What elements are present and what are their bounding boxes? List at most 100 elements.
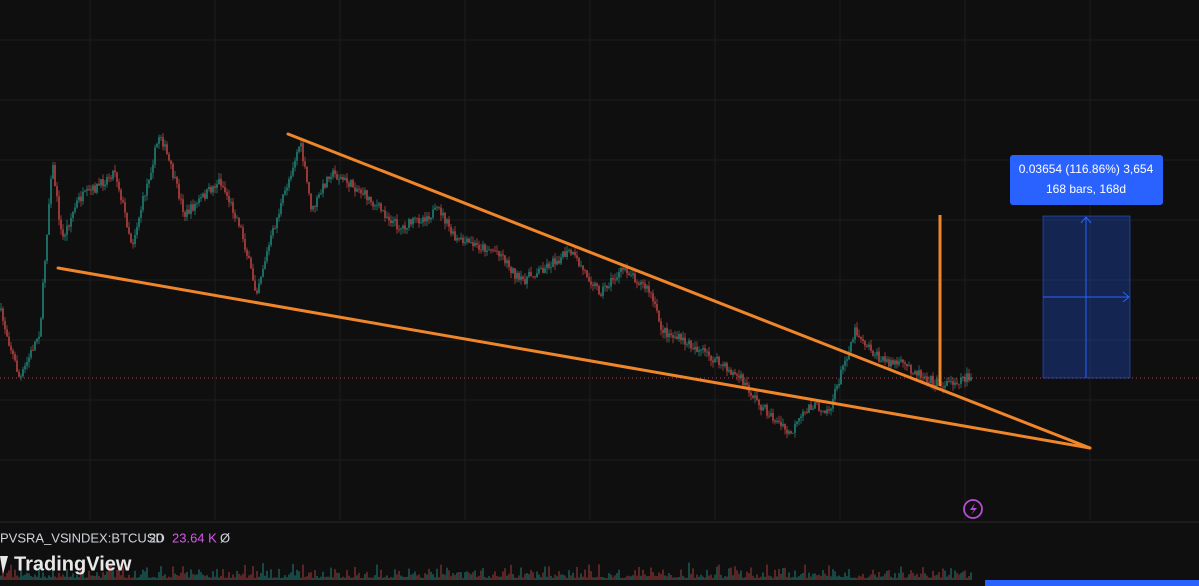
- candle-body: [154, 147, 156, 165]
- candle-body: [606, 285, 608, 288]
- candle-body: [432, 209, 434, 218]
- volume-bar: [126, 577, 128, 580]
- volume-bar: [450, 576, 452, 580]
- candle-body: [686, 344, 688, 346]
- volume-bar: [256, 571, 258, 580]
- candle-body: [38, 336, 40, 339]
- volume-bar: [110, 563, 112, 580]
- volume-bar: [880, 576, 882, 580]
- candle-body: [442, 212, 444, 216]
- volume-bar: [602, 577, 604, 580]
- volume-bar: [716, 566, 718, 580]
- volume-bar: [242, 573, 244, 580]
- candle-body: [716, 356, 718, 359]
- candle-body: [152, 164, 154, 173]
- candle-body: [200, 197, 202, 199]
- candle-body: [788, 431, 790, 434]
- candle-body: [388, 216, 390, 221]
- candle-body: [96, 183, 98, 193]
- candle-body: [726, 363, 728, 372]
- volume-bar: [308, 572, 310, 580]
- candle-body: [746, 382, 748, 385]
- volume-bar: [624, 577, 626, 580]
- candle-body: [526, 276, 528, 284]
- volume-bar: [284, 575, 286, 580]
- candle-body: [336, 174, 338, 180]
- candle-body: [242, 227, 244, 239]
- volume-bar: [668, 573, 670, 580]
- candle-body: [476, 242, 478, 245]
- candle-body: [654, 301, 656, 304]
- volume-bar: [866, 577, 868, 580]
- volume-bar: [556, 576, 558, 580]
- volume-bar: [186, 571, 188, 580]
- volume-bar: [260, 573, 262, 580]
- volume-bar: [132, 577, 134, 580]
- volume-bar: [84, 577, 86, 580]
- candle-body: [466, 238, 468, 243]
- candle-body: [934, 385, 936, 386]
- candle-body: [52, 165, 54, 179]
- volume-bar: [456, 572, 458, 580]
- volume-bar: [82, 567, 84, 580]
- volume-bar: [960, 573, 962, 580]
- volume-bar: [502, 571, 504, 580]
- volume-bar: [924, 573, 926, 580]
- lightning-icon[interactable]: [963, 499, 983, 519]
- candle-body: [454, 231, 456, 241]
- candle-body: [362, 193, 364, 195]
- candle-body: [404, 225, 406, 230]
- candle-body: [124, 202, 126, 213]
- volume-bar: [224, 577, 226, 580]
- candle-body: [848, 351, 850, 360]
- candle-body: [878, 351, 880, 362]
- candle-body: [724, 363, 726, 367]
- volume-bar: [660, 573, 662, 580]
- volume-bar: [808, 572, 810, 580]
- volume-bar: [276, 577, 278, 580]
- candle-body: [712, 360, 714, 363]
- volume-bar: [652, 571, 654, 580]
- volume-bar: [442, 574, 444, 580]
- candle-body: [772, 413, 774, 421]
- volume-bar: [686, 577, 688, 580]
- volume-bar: [658, 572, 660, 580]
- candle-body: [66, 225, 68, 235]
- volume-bar: [264, 575, 266, 580]
- candle-body: [484, 244, 486, 252]
- volume-bar: [18, 577, 20, 580]
- volume-bar: [744, 577, 746, 580]
- volume-bar: [846, 576, 848, 580]
- candle-body: [822, 410, 824, 412]
- volume-bar: [488, 576, 490, 580]
- volume-bar: [96, 572, 98, 580]
- volume-bar: [950, 568, 952, 580]
- volume-bar: [240, 575, 242, 580]
- candle-body: [84, 190, 86, 192]
- candle-body: [434, 207, 436, 210]
- volume-bar: [286, 577, 288, 580]
- volume-bar: [874, 574, 876, 580]
- volume-bar: [6, 572, 8, 580]
- volume-bar: [210, 577, 212, 580]
- candle-body: [54, 165, 56, 187]
- volume-bar: [226, 577, 228, 580]
- trend-line-lower: [56, 266, 1092, 450]
- volume-bar: [334, 569, 336, 580]
- candle-body: [264, 261, 266, 269]
- candle-body: [942, 386, 944, 388]
- volume-bar: [688, 562, 690, 580]
- candle-body: [696, 346, 698, 352]
- candle-body: [16, 360, 18, 372]
- candle-body: [632, 273, 634, 276]
- volume-bar: [626, 575, 628, 580]
- candle-body: [762, 407, 764, 411]
- volume-bar: [344, 577, 346, 580]
- candle-body: [948, 381, 950, 382]
- volume-bar: [514, 577, 516, 580]
- volume-bar: [182, 566, 184, 580]
- volume-bar: [564, 575, 566, 580]
- volume-bar: [100, 577, 102, 580]
- candle-body: [518, 272, 520, 280]
- volume-bar: [662, 569, 664, 580]
